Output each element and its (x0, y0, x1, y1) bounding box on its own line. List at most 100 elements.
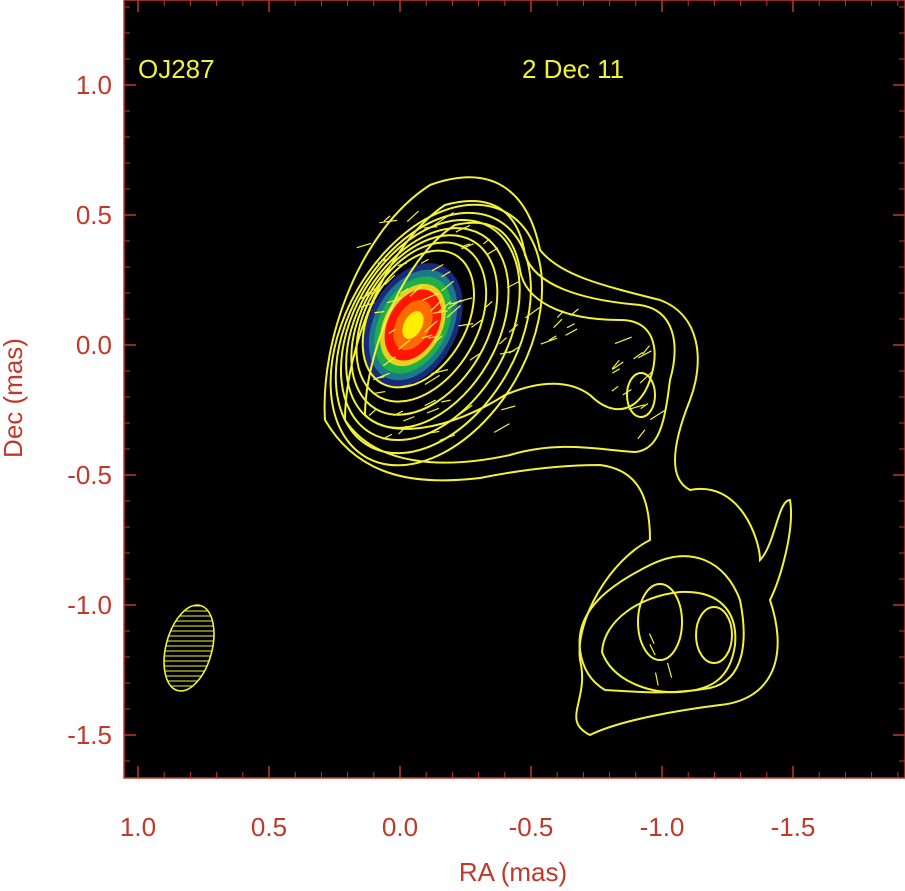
polarization-tick (633, 351, 643, 360)
polarization-tick (639, 370, 654, 384)
polarization-tick (406, 210, 419, 222)
polarization-tick (508, 346, 520, 354)
polarization-tick (487, 247, 499, 255)
polarization-tick (446, 305, 461, 318)
polarization-tick (374, 310, 385, 314)
jet-contour-3 (363, 221, 656, 430)
epoch-label: 2 Dec 11 (522, 54, 624, 84)
plot-area (124, 0, 905, 778)
polarization-tick (469, 353, 480, 361)
y-axis: 1.0 0.5 0.0 -0.5 -1.0 -1.5 (67, 6, 905, 762)
polarization-tick (424, 374, 440, 385)
polarization-tick (431, 263, 444, 272)
polarization-tick (637, 350, 652, 359)
polarization-tick (439, 434, 456, 441)
polarization-tick (383, 215, 391, 222)
polarization-tick (461, 243, 474, 250)
polarization-tick (398, 425, 408, 435)
polarization-tick (423, 226, 438, 229)
jet-contour-5 (600, 590, 737, 694)
polarization-tick (424, 320, 438, 333)
polarization-tick (365, 288, 376, 296)
polarization-tick (359, 290, 377, 300)
polarization-tick (441, 280, 455, 292)
polarization-tick (460, 243, 471, 248)
polarization-tick (612, 361, 624, 371)
polarization-tick (611, 359, 620, 370)
polarization-tick (455, 227, 465, 233)
polarization-tick (458, 404, 473, 416)
x-tick-label: -0.5 (509, 812, 554, 842)
polarization-tick (377, 258, 386, 265)
y-tick-label: 1.0 (76, 70, 112, 100)
x-tick-label: 1.0 (120, 812, 156, 842)
polarization-tick (666, 662, 673, 678)
beam-ellipse (163, 604, 215, 692)
polarization-tick (399, 288, 409, 295)
jet-contour-outer (323, 176, 792, 737)
polarization-tick (433, 217, 445, 227)
polarization-tick (565, 328, 578, 336)
polarization-tick (649, 643, 656, 656)
y-tick-label: 0.5 (76, 200, 112, 230)
x-axis: 1.0 0.5 0.0 -0.5 -1.0 -1.5 (120, 0, 899, 842)
polarization-tick (443, 211, 454, 220)
polarization-tick (430, 299, 443, 312)
polarization-tick (611, 368, 620, 374)
polarization-tick (637, 429, 646, 440)
polarization-tick (421, 334, 433, 339)
polarization-tick (499, 337, 508, 345)
polarization-tick (382, 356, 397, 367)
polarization-tick (441, 399, 451, 403)
core-contour (339, 218, 521, 442)
polarization-tick (508, 323, 519, 333)
polarization-tick (398, 339, 411, 350)
core-peak (402, 311, 424, 339)
polarization-tick (384, 274, 396, 286)
y-tick-label: -1.5 (67, 720, 112, 750)
component-contour-upper (626, 372, 656, 418)
x-tick-label: -1.0 (640, 812, 685, 842)
polarization-tick (628, 404, 645, 411)
polarization-tick (368, 409, 376, 416)
polarization-tick (553, 318, 563, 328)
polarization-tick (494, 423, 510, 433)
y-tick-label: -1.0 (67, 590, 112, 620)
polarization-tick (409, 284, 424, 297)
polarization-tick (426, 407, 440, 414)
x-axis-title: RA (mas) (459, 857, 567, 887)
polarization-tick (570, 308, 579, 317)
polarization-tick (501, 405, 516, 411)
x-tick-label: -1.5 (771, 812, 816, 842)
polarization-tick (484, 300, 493, 309)
polarization-tick (386, 297, 402, 304)
polarization-tick (397, 262, 407, 267)
polarization-tick (654, 672, 659, 686)
polarization-tick (374, 391, 386, 394)
polarization-tick (441, 270, 451, 278)
polarization-tick (471, 318, 484, 328)
polarization-tick (431, 369, 449, 375)
polarization-tick (432, 310, 448, 314)
polarization-tick (420, 258, 429, 264)
polarization-tick (458, 323, 474, 327)
polarization-tick (525, 306, 541, 319)
component-contour-lower-left (637, 583, 683, 661)
polarization-tick (556, 310, 565, 319)
polarization-tick (540, 337, 558, 345)
core-contour (334, 211, 532, 455)
y-tick-label: 0.0 (76, 330, 112, 360)
source-name-label: OJ287 (138, 54, 215, 84)
polarization-tick (427, 430, 440, 435)
polarization-tick (622, 388, 632, 396)
plot-frame (123, 0, 905, 779)
jet-contour-2 (343, 200, 676, 464)
polarization-tick (394, 384, 413, 389)
component-contour-lower-right (695, 606, 733, 664)
polarization-vectors (356, 210, 673, 686)
polarization-tick (648, 633, 655, 645)
polarization-tick (548, 335, 557, 342)
polarization-tick (566, 323, 575, 329)
polarization-tick (360, 302, 375, 308)
polarization-tick (379, 219, 398, 224)
